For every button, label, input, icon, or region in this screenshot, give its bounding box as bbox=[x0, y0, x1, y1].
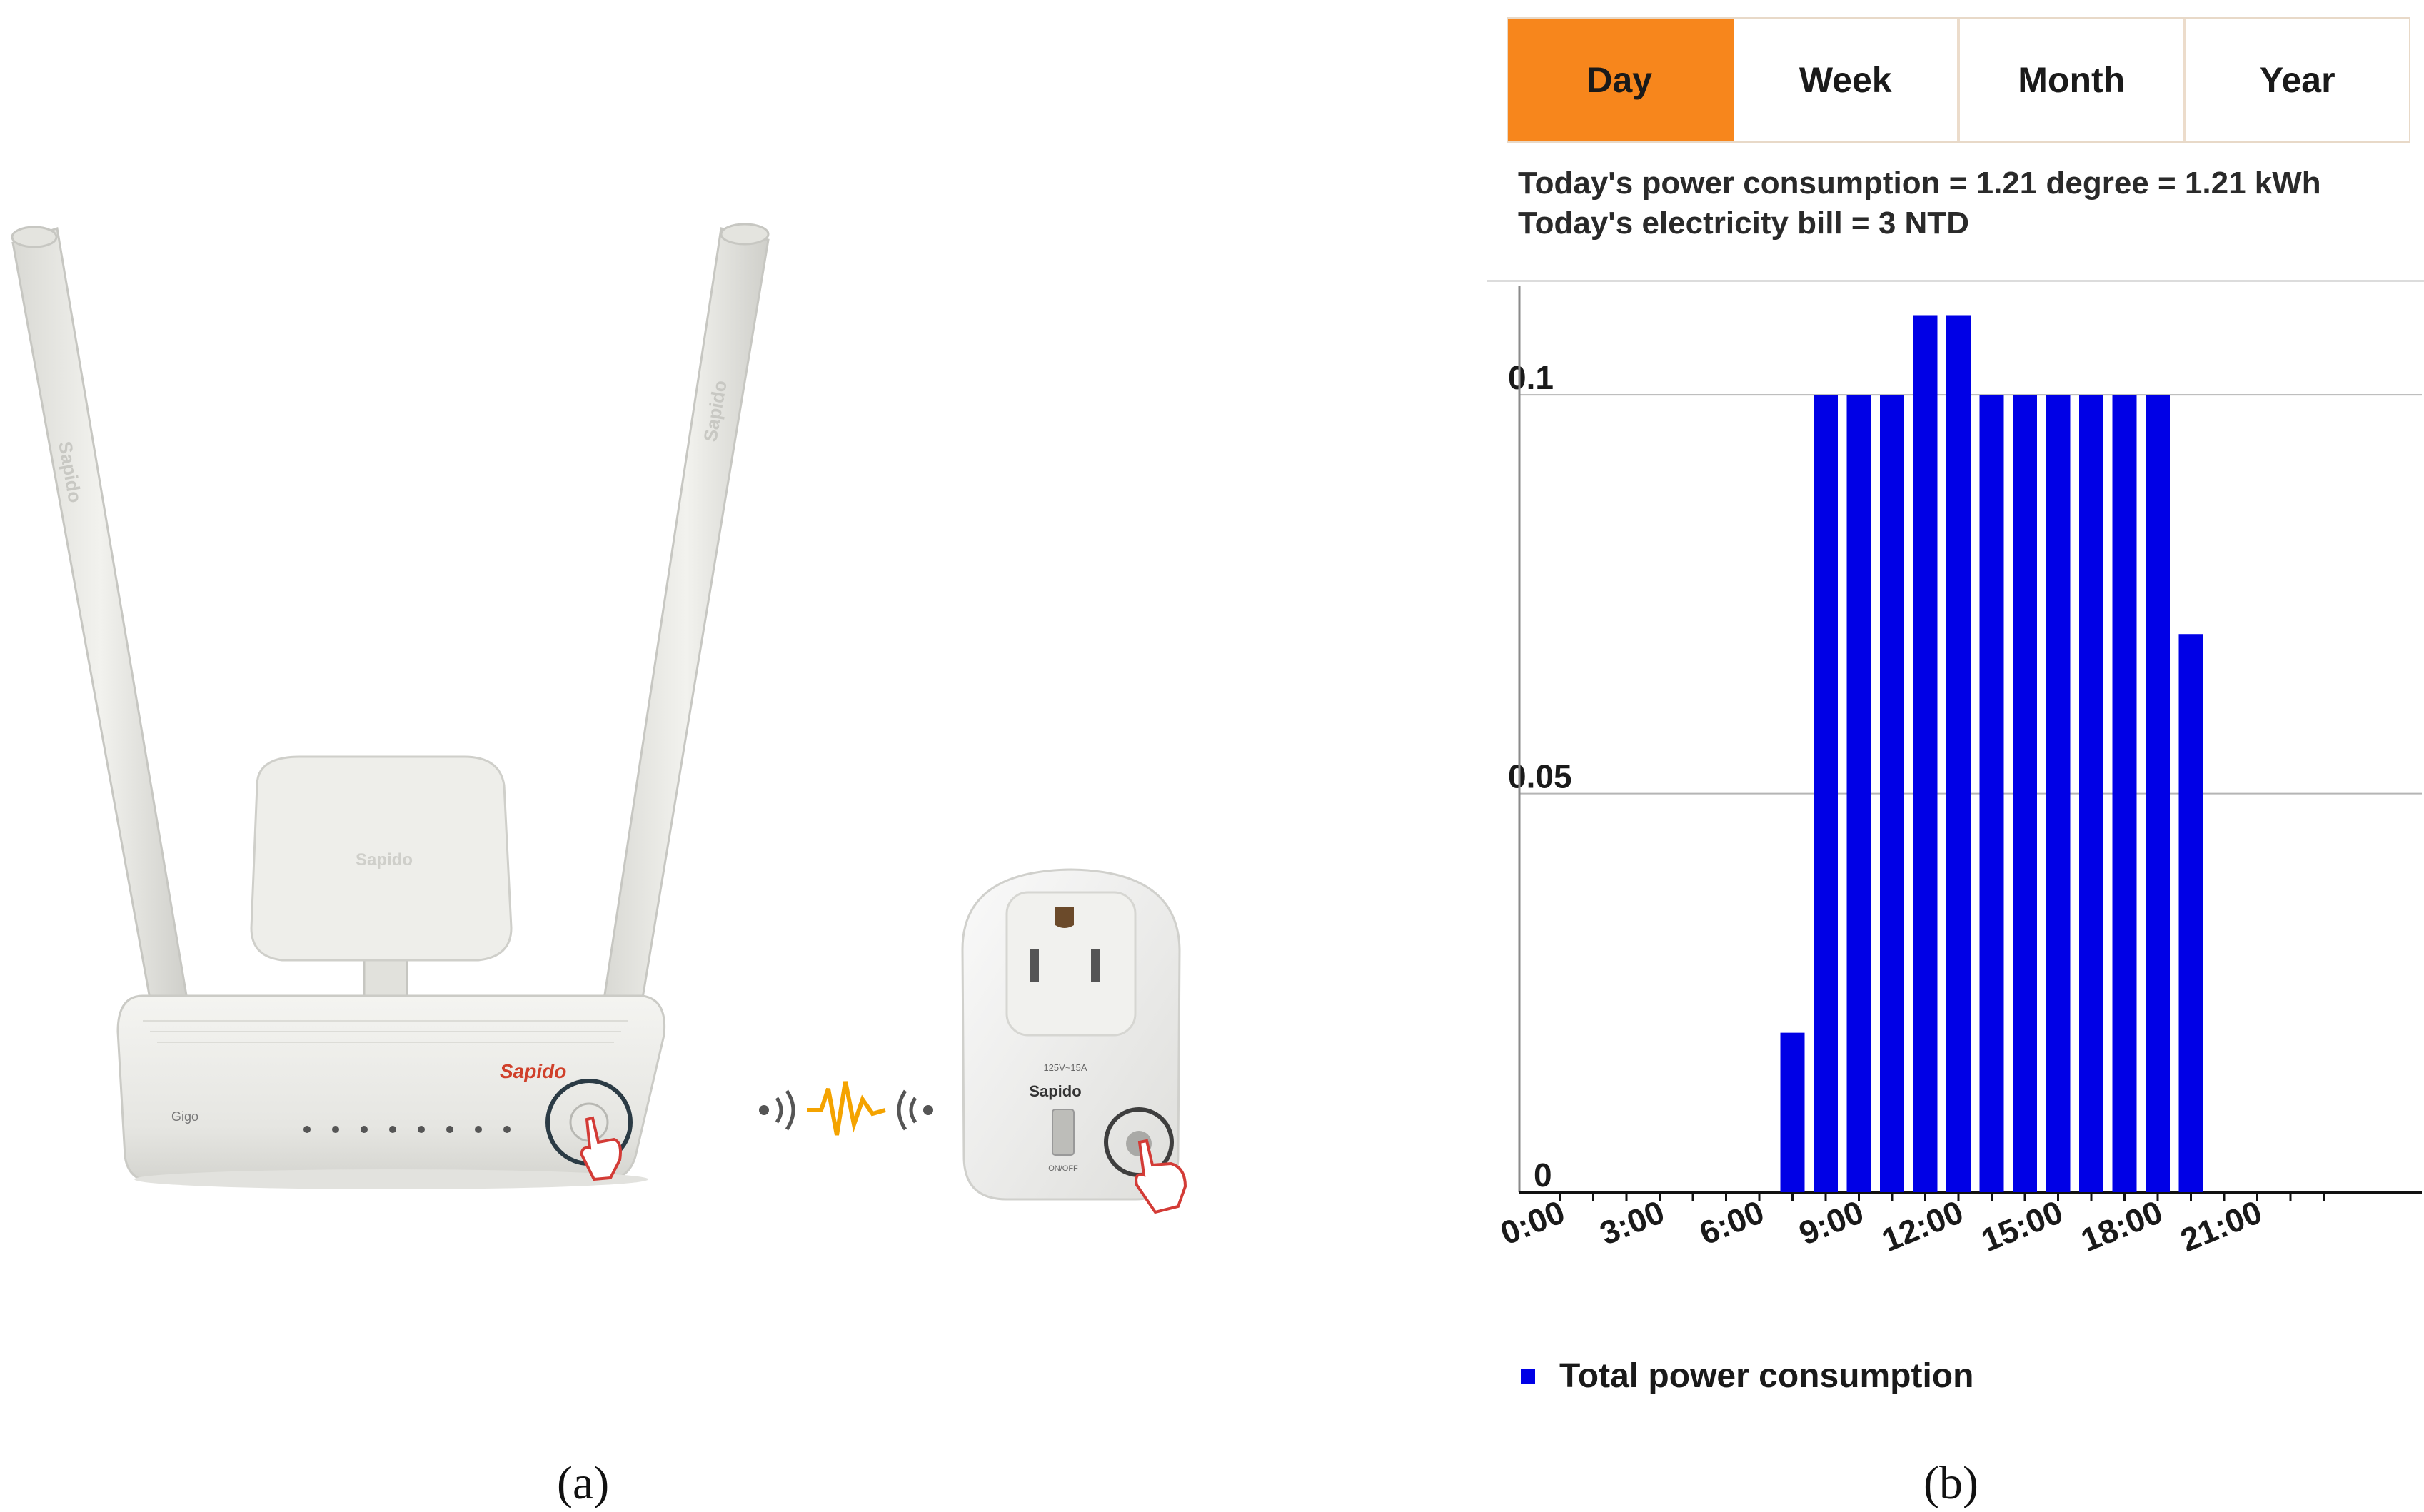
bar bbox=[1780, 1032, 1805, 1192]
divider bbox=[1487, 280, 2424, 282]
tap-hand-icon-plug bbox=[1135, 1139, 1187, 1214]
x-tick-label: 6:00 bbox=[1694, 1193, 1769, 1252]
bar bbox=[1814, 395, 1838, 1193]
bar bbox=[1846, 395, 1871, 1193]
device-illustration: Sapido Sapido Sapido Sapido Gigo bbox=[11, 223, 1187, 1214]
x-tick-label: 12:00 bbox=[1876, 1193, 1968, 1259]
period-tabs: Day Week Month Year bbox=[1507, 17, 2410, 143]
tab-month[interactable]: Month bbox=[1960, 19, 2186, 141]
x-tick-label: 18:00 bbox=[2076, 1193, 2168, 1259]
caption-b: (b) bbox=[1923, 1457, 1978, 1509]
legend-label: Total power consumption bbox=[1559, 1357, 1974, 1395]
y-tick-label: 0.05 bbox=[1508, 758, 1572, 795]
x-tick-label: 0:00 bbox=[1499, 1193, 1570, 1252]
y-tick-label: 0.1 bbox=[1508, 359, 1554, 396]
caption-a: (a) bbox=[557, 1457, 610, 1509]
smart-plug: 125V~15A Sapido ON/OFF bbox=[961, 868, 1187, 1214]
router-leds bbox=[303, 1126, 511, 1133]
legend-swatch bbox=[1521, 1369, 1535, 1384]
plug-switch-label: ON/OFF bbox=[1048, 1164, 1078, 1173]
bar bbox=[2146, 395, 2170, 1193]
x-tick-label: 15:00 bbox=[1976, 1193, 2068, 1259]
bar bbox=[2178, 634, 2203, 1192]
paddle-brand: Sapido bbox=[356, 850, 413, 870]
router-antenna-left: Sapido bbox=[11, 226, 188, 1008]
chart-legend: Total power consumption bbox=[1521, 1356, 1973, 1396]
x-tick-label: 21:00 bbox=[2176, 1193, 2268, 1259]
bar bbox=[2112, 395, 2137, 1193]
router-brand: Sapido bbox=[500, 1060, 566, 1082]
router-paddle-antenna: Sapido bbox=[250, 755, 513, 1015]
bill-summary: Today's electricity bill = 3 NTD bbox=[1518, 206, 1969, 241]
bar bbox=[1979, 395, 2004, 1193]
wireless-signal-icon bbox=[759, 1081, 933, 1136]
plug-brand: Sapido bbox=[1029, 1082, 1081, 1100]
router-model: Gigo bbox=[171, 1109, 198, 1124]
x-tick-label: 9:00 bbox=[1794, 1193, 1869, 1252]
bar bbox=[1946, 315, 1971, 1193]
y-tick-label: 0 bbox=[1534, 1156, 1552, 1194]
x-tick-label: 3:00 bbox=[1594, 1193, 1669, 1252]
consumption-summary: Today's power consumption = 1.21 degree … bbox=[1518, 166, 2321, 201]
router-antenna-right: Sapido bbox=[603, 223, 770, 1008]
bar bbox=[1880, 395, 1904, 1193]
bar bbox=[2013, 395, 2037, 1193]
tab-year[interactable]: Year bbox=[2186, 19, 2409, 141]
router-body: Sapido Gigo bbox=[116, 994, 666, 1189]
tab-week[interactable]: Week bbox=[1734, 19, 1960, 141]
tap-hand-icon bbox=[580, 1116, 622, 1181]
bar bbox=[1913, 315, 1938, 1193]
plug-power-switch[interactable] bbox=[1052, 1109, 1075, 1156]
power-chart: 0 0.05 0.1 0:00 3:00 6:00 9:00 12:00 15:00 18:00 2… bbox=[1499, 286, 2422, 1259]
plug-rating: 125V~15A bbox=[1043, 1062, 1087, 1073]
tab-day[interactable]: Day bbox=[1508, 19, 1734, 141]
bar bbox=[2046, 395, 2071, 1193]
bar bbox=[2079, 395, 2103, 1193]
